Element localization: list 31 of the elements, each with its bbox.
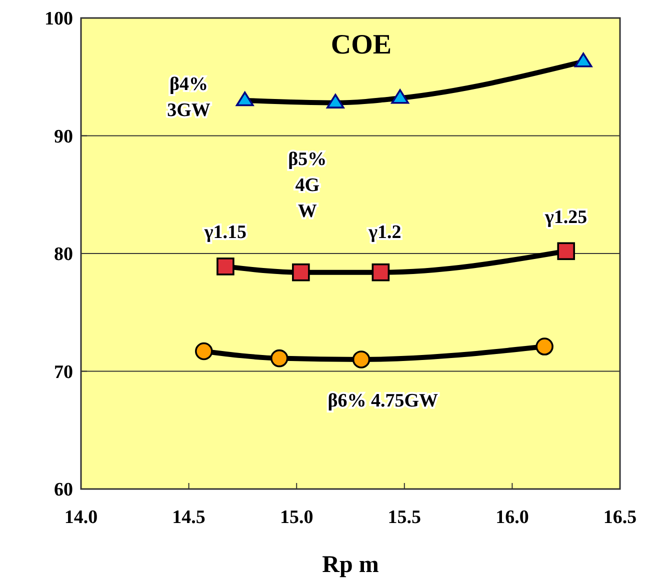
point bbox=[292, 263, 310, 282]
annotation: β4% 3GW bbox=[167, 74, 210, 121]
x-tick-label: 15.5 bbox=[388, 507, 422, 528]
x-tick-label: 14.0 bbox=[64, 507, 98, 528]
point bbox=[536, 338, 554, 356]
x-tick-label: 16.0 bbox=[496, 507, 529, 528]
point bbox=[236, 92, 254, 106]
point bbox=[194, 342, 213, 360]
annotation: β6% 4.75GW bbox=[328, 390, 438, 412]
point bbox=[326, 94, 344, 108]
point bbox=[216, 258, 234, 276]
y-tick-label: 90 bbox=[54, 126, 73, 148]
x-tick-label: 16.5 bbox=[603, 507, 637, 528]
annotation: γ1.25 bbox=[544, 206, 588, 228]
point bbox=[574, 52, 592, 68]
point bbox=[372, 263, 390, 282]
y-tick-label: 100 bbox=[44, 8, 73, 30]
x-axis-title: Rp m bbox=[322, 552, 379, 578]
annotation: γ1.2 bbox=[368, 222, 402, 244]
y-tick-label: 80 bbox=[54, 244, 73, 266]
chart-title: COE bbox=[330, 29, 392, 60]
point bbox=[391, 89, 409, 104]
y-tick-label: 60 bbox=[54, 480, 73, 501]
y-tick-label: 70 bbox=[54, 362, 73, 383]
point bbox=[557, 242, 575, 260]
x-tick-label: 15.0 bbox=[280, 507, 314, 528]
point bbox=[270, 349, 288, 368]
annotation: γ1.15 bbox=[203, 222, 247, 244]
annotation: β5% 4G W bbox=[288, 149, 327, 222]
point bbox=[352, 350, 370, 368]
x-tick-label: 14.5 bbox=[172, 507, 206, 528]
